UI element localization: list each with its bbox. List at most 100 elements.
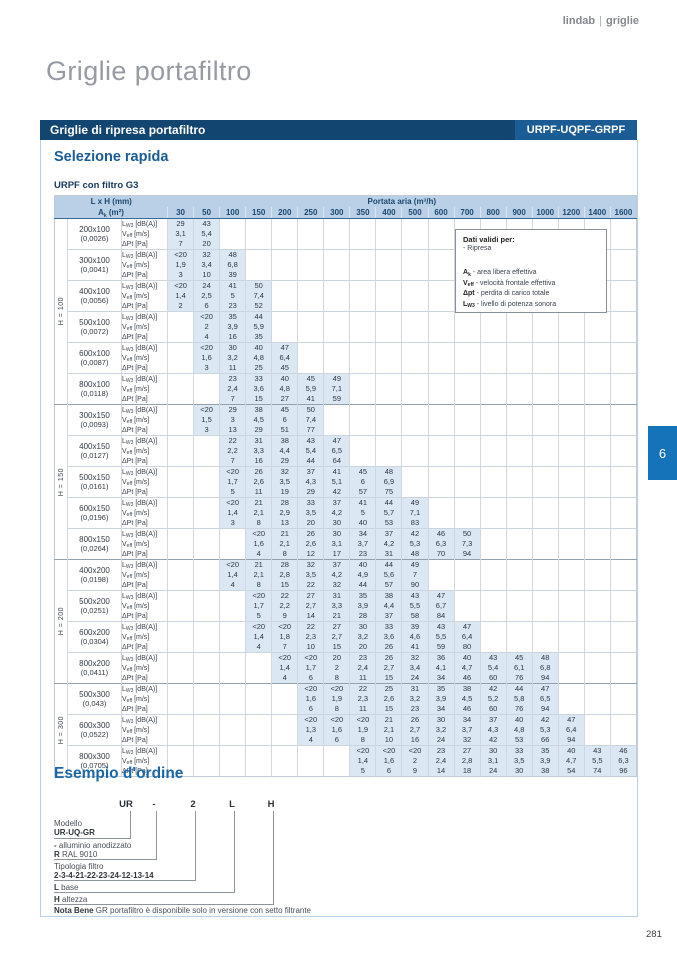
data-cell: <20	[245, 590, 272, 601]
data-cell	[531, 590, 559, 601]
data-cell	[193, 601, 220, 611]
data-cell	[167, 663, 194, 673]
data-cell	[583, 353, 611, 363]
data-cell: 33	[245, 373, 272, 384]
data-cell	[505, 621, 533, 632]
data-cell	[219, 673, 246, 684]
sub-row-label: Veff [m/s]	[120, 353, 168, 363]
data-cell	[427, 466, 455, 477]
data-cell	[167, 714, 194, 725]
data-cell: 26	[245, 466, 272, 477]
data-cell: 4,5	[245, 415, 272, 425]
data-cell: 4	[297, 735, 324, 746]
data-cell	[193, 466, 220, 477]
data-cell: 2,1	[245, 570, 272, 580]
data-cell: 41	[401, 642, 428, 653]
data-cell	[271, 766, 298, 777]
data-cell	[557, 704, 585, 715]
data-cell	[505, 590, 533, 601]
size-label: 600x200 (0,0304)	[67, 621, 122, 653]
data-cell	[427, 580, 455, 591]
data-cell	[583, 714, 611, 725]
data-cell	[193, 539, 220, 549]
data-cell	[557, 487, 585, 498]
data-cell	[505, 384, 533, 394]
data-cell	[219, 652, 246, 663]
data-cell	[167, 673, 194, 684]
data-cell: 3,9	[349, 601, 376, 611]
data-cell	[349, 342, 376, 353]
data-cell: 9	[271, 611, 298, 622]
data-cell	[505, 642, 533, 653]
data-cell	[505, 332, 533, 343]
data-cell: 2,8	[271, 570, 298, 580]
data-cell	[349, 301, 376, 312]
data-cell	[479, 580, 507, 591]
data-cell	[531, 373, 559, 384]
col-header-portata: Portata aria (m³/h)	[167, 195, 637, 207]
data-cell: 6	[271, 415, 298, 425]
data-cell: 30	[427, 714, 455, 725]
data-cell	[557, 342, 585, 353]
data-cell	[557, 415, 585, 425]
legend-item: Δpt - perdita di carico totale	[463, 290, 550, 297]
data-cell	[583, 435, 611, 446]
data-cell	[505, 466, 533, 477]
data-cell	[167, 435, 194, 446]
data-cell	[323, 218, 350, 229]
data-cell: 66	[531, 735, 559, 746]
data-cell	[609, 332, 637, 343]
note-legend: Ak - area libera effettiva Veff - veloci…	[463, 268, 599, 310]
data-cell	[245, 694, 272, 704]
note-subtitle: - Ripresa	[463, 245, 492, 252]
data-cell: 5,5	[583, 756, 611, 766]
order-label-height: H altezza	[54, 895, 88, 904]
data-cell	[167, 601, 194, 611]
data-cell	[245, 756, 272, 766]
data-cell: 4,9	[349, 570, 376, 580]
size-label: 800x200 (0,0411)	[67, 652, 122, 684]
data-cell	[453, 404, 481, 415]
data-cell: 1,9	[323, 694, 350, 704]
data-cell	[271, 301, 298, 312]
data-cell	[193, 497, 220, 508]
data-cell	[557, 508, 585, 518]
data-cell	[401, 404, 428, 415]
data-cell	[401, 415, 428, 425]
data-cell: 7,4	[297, 415, 324, 425]
data-cell: 10	[193, 270, 220, 281]
data-cell	[219, 642, 246, 653]
data-cell	[557, 601, 585, 611]
data-cell: 44	[349, 580, 376, 591]
data-cell: 35	[245, 332, 272, 343]
data-cell	[609, 384, 637, 394]
data-cell: 40	[271, 373, 298, 384]
data-cell	[375, 301, 402, 312]
data-cell: 13	[271, 518, 298, 529]
data-cell	[297, 311, 324, 322]
data-cell	[323, 404, 350, 415]
data-cell	[401, 229, 428, 239]
data-cell	[193, 694, 220, 704]
data-cell	[219, 663, 246, 673]
data-cell	[245, 260, 272, 270]
data-cell: 1,7	[297, 663, 324, 673]
data-cell	[271, 745, 298, 756]
data-cell: 5,5	[427, 632, 455, 642]
data-cell: 6	[193, 301, 220, 312]
data-cell: 58	[401, 611, 428, 622]
data-cell: 34	[453, 714, 481, 725]
data-cell: 1,6	[323, 725, 350, 735]
data-cell	[609, 291, 637, 301]
data-cell: 94	[531, 704, 559, 715]
data-cell	[557, 332, 585, 343]
data-cell	[427, 218, 455, 229]
data-cell: 4,7	[557, 756, 585, 766]
sub-row-label: ΔPt [Pa]	[120, 270, 168, 281]
data-cell	[557, 446, 585, 456]
data-cell: 43	[427, 621, 455, 632]
data-cell: <20	[349, 714, 376, 725]
data-cell: 7	[219, 394, 246, 405]
data-cell	[401, 280, 428, 291]
data-cell: 6,3	[609, 756, 637, 766]
